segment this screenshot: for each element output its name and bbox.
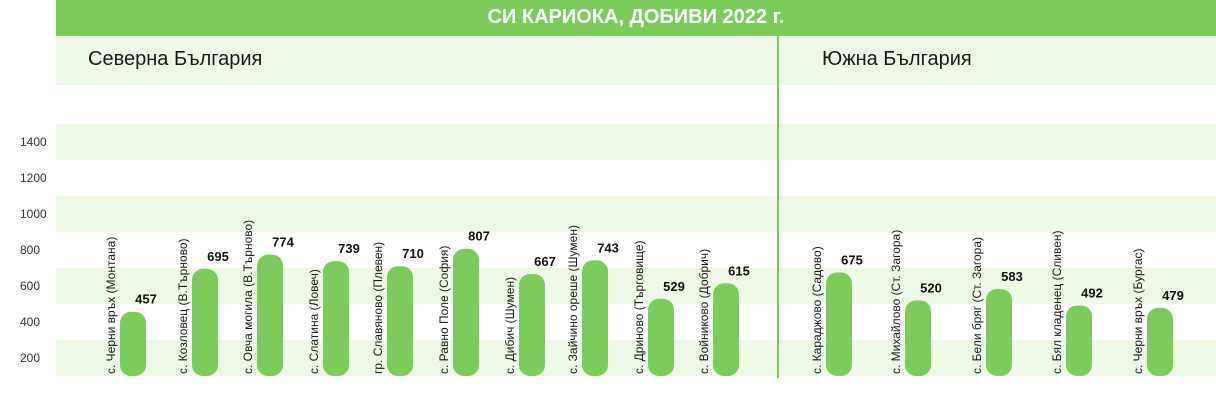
grid-band bbox=[56, 268, 1216, 304]
bar-value-label: 615 bbox=[728, 263, 750, 278]
y-tick-label: 600 bbox=[20, 279, 40, 293]
bar-value-label: 710 bbox=[402, 246, 424, 261]
bar bbox=[323, 260, 349, 376]
bar bbox=[192, 268, 218, 376]
y-tick-label: 800 bbox=[20, 243, 40, 257]
bar bbox=[257, 254, 283, 376]
category-label: с. Овча могила (В.Търново) bbox=[241, 220, 255, 374]
bar-value-label: 529 bbox=[663, 279, 685, 294]
category-label: с. Дибич (Шумен) bbox=[503, 277, 517, 374]
grid-band bbox=[56, 124, 1216, 160]
category-label: с. Зайчино ореше (Шумен) bbox=[566, 225, 580, 374]
y-tick-label: 1000 bbox=[20, 207, 47, 221]
region-label-north: Северна България bbox=[88, 48, 263, 70]
category-label: с. Черни връх (Монтана) bbox=[104, 237, 118, 374]
bar bbox=[453, 248, 479, 376]
bar bbox=[387, 266, 413, 376]
bar bbox=[905, 300, 931, 376]
bar-value-label: 807 bbox=[468, 229, 490, 244]
bar-value-label: 743 bbox=[597, 240, 619, 255]
category-label: с. Войниково (Добрич) bbox=[697, 249, 711, 374]
bar-value-label: 675 bbox=[841, 253, 863, 268]
y-tick-label: 1400 bbox=[20, 135, 47, 149]
bar-value-label: 492 bbox=[1081, 285, 1103, 300]
y-tick-label: 1200 bbox=[20, 171, 47, 185]
category-label: с. Караджово (Садово) bbox=[810, 246, 824, 374]
south-region-band bbox=[778, 36, 1216, 85]
bar-value-label: 667 bbox=[534, 254, 556, 269]
bar-value-label: 479 bbox=[1162, 288, 1184, 303]
bar bbox=[1147, 307, 1173, 376]
bar-value-label: 583 bbox=[1001, 269, 1023, 284]
y-tick-label: 200 bbox=[20, 351, 40, 365]
bar bbox=[826, 272, 852, 376]
bar bbox=[648, 298, 674, 376]
category-label: с. Дриново (Търговище) bbox=[632, 241, 646, 375]
category-label: с. Козловец (В.Търново) bbox=[176, 238, 190, 374]
bar-value-label: 774 bbox=[272, 235, 294, 250]
category-label: с. Черни връх (Бургас) bbox=[1131, 249, 1145, 375]
bar bbox=[986, 289, 1012, 376]
category-label: с. Михайлово (Ст. Загора) bbox=[889, 230, 903, 374]
region-label-south: Южна България bbox=[822, 48, 972, 70]
title-bar: СИ КАРИОКА, ДОБИВИ 2022 г. bbox=[56, 0, 1216, 36]
category-label: с. Бели бряг (Ст. Загора) bbox=[970, 237, 984, 374]
bar bbox=[713, 283, 739, 376]
y-tick-label: 400 bbox=[20, 315, 40, 329]
bar-value-label: 520 bbox=[920, 280, 942, 295]
category-label: с. Слатина (Ловеч) bbox=[307, 269, 321, 374]
bar bbox=[519, 273, 545, 376]
bar bbox=[582, 260, 608, 376]
north-region-band bbox=[56, 36, 778, 85]
chart-title: СИ КАРИОКА, ДОБИВИ 2022 г. bbox=[487, 6, 785, 28]
bar-value-label: 739 bbox=[338, 241, 360, 256]
category-label: с. Бял кладенец (Сливен) bbox=[1050, 230, 1064, 374]
category-label: с. Равно Поле (София) bbox=[437, 246, 451, 374]
grid-band bbox=[56, 340, 1216, 376]
bar bbox=[1066, 305, 1092, 376]
grid-band bbox=[56, 196, 1216, 232]
bar bbox=[120, 311, 146, 376]
category-label: гр. Славяново (Плевен) bbox=[371, 242, 385, 374]
bar-value-label: 457 bbox=[135, 292, 157, 307]
bar-value-label: 695 bbox=[207, 249, 229, 264]
